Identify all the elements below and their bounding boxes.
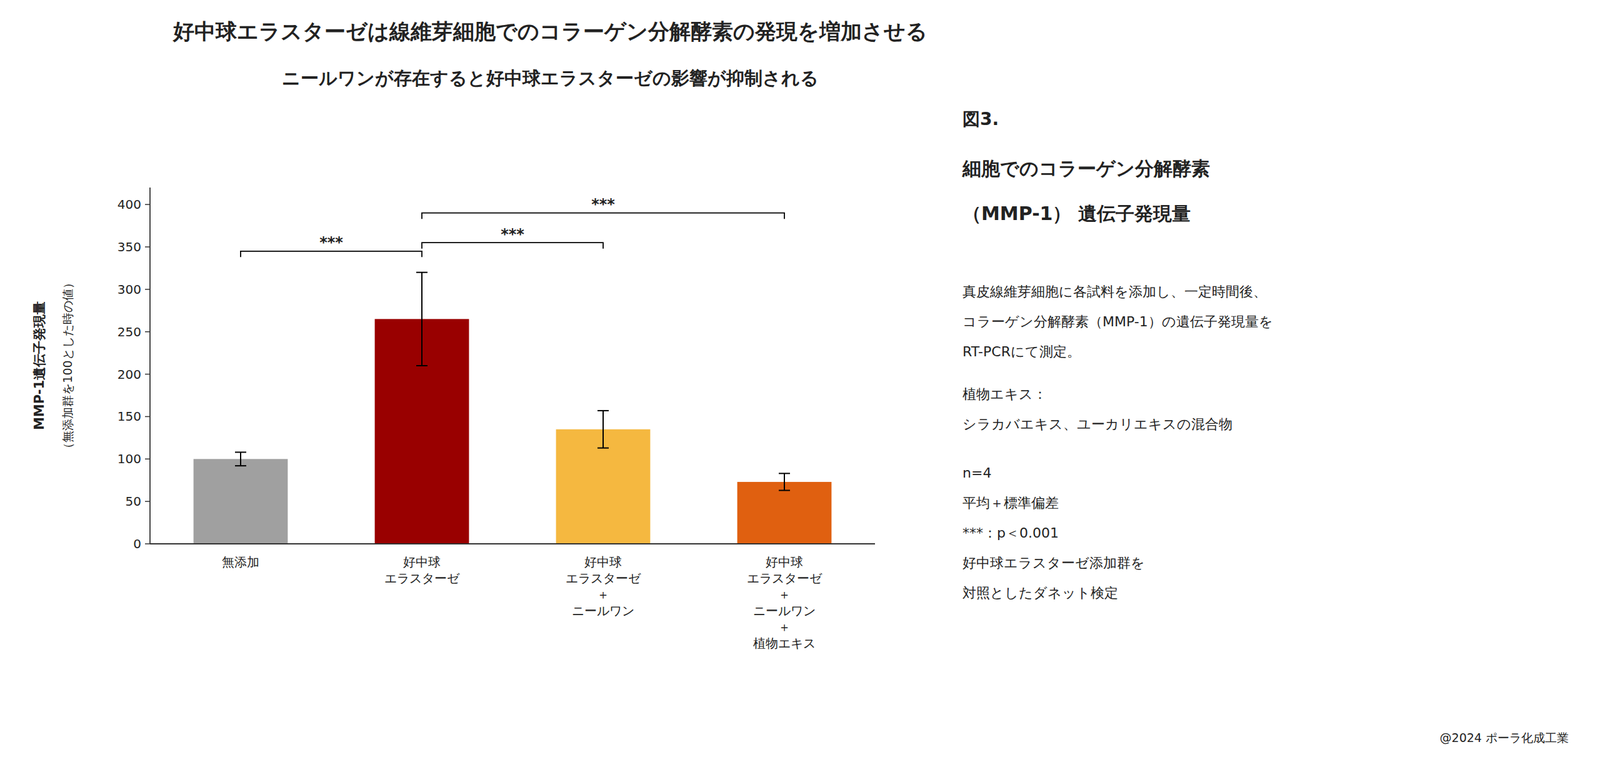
y-tick-label: 300 — [117, 281, 142, 297]
y-tick-label: 100 — [117, 451, 142, 467]
error-bar — [416, 272, 428, 366]
plant-label: 植物エキス： — [962, 386, 1047, 402]
error-bar — [235, 451, 247, 466]
stats-note: 対照としたダネット検定 — [962, 585, 1119, 601]
stats-note: 平均＋標準偏差 — [962, 495, 1059, 511]
y-tick — [145, 331, 150, 333]
significance-label: *** — [591, 195, 615, 214]
stats-note: 好中球エラスターゼ添加群を — [962, 555, 1145, 571]
figure-label: 図3. — [962, 108, 999, 130]
x-tick-label: 好中球エラスターゼ — [384, 554, 460, 586]
y-tick-label: 200 — [117, 366, 142, 382]
y-tick — [145, 288, 150, 290]
error-bar — [597, 410, 609, 449]
x-tick-label: 好中球エラスターゼ＋ニールワン — [565, 554, 642, 619]
significance-bracket — [240, 251, 422, 258]
stats-note: ***：p＜0.001 — [962, 525, 1059, 541]
x-axis-line — [150, 543, 875, 545]
y-tick-label: 150 — [117, 408, 142, 424]
y-tick-label: 0 — [133, 536, 142, 552]
figure-body: コラーゲン分解酵素（MMP-1）の遺伝子発現量を — [962, 313, 1274, 330]
significance-label: *** — [500, 225, 525, 244]
y-axis-label-note: （無添加群を100とした時の値） — [60, 276, 75, 454]
chart-root: 好中球エラスターゼは線維芽細胞でのコラーゲン分解酵素の発現を増加させるニールワン… — [0, 0, 1600, 767]
y-tick — [145, 458, 150, 460]
bar — [193, 458, 289, 544]
y-tick — [145, 416, 150, 418]
bar — [737, 481, 832, 544]
figure-description: （MMP-1） 遺伝子発現量 — [962, 202, 1191, 225]
error-bar — [778, 473, 790, 490]
y-tick-label: 400 — [117, 196, 142, 212]
x-tick-label: 好中球エラスターゼ＋ニールワン＋植物エキス — [746, 554, 823, 651]
y-tick — [145, 543, 150, 545]
significance-label: *** — [319, 233, 344, 252]
figure-body: RT-PCRにて測定。 — [962, 343, 1081, 360]
stats-note: n=4 — [962, 465, 992, 481]
copyright: @2024 ポーラ化成工業 — [1440, 730, 1569, 745]
y-tick — [145, 203, 150, 205]
title: 好中球エラスターゼは線維芽細胞でのコラーゲン分解酵素の発現を増加させる — [171, 18, 928, 44]
y-tick-label: 350 — [117, 239, 142, 255]
y-axis-label: MMP-1遺伝子発現量 — [31, 301, 47, 430]
x-tick-label: 無添加 — [221, 554, 260, 570]
y-tick-label: 50 — [125, 493, 142, 509]
y-tick — [145, 246, 150, 248]
significance-bracket — [421, 213, 785, 220]
significance-bracket — [421, 242, 604, 249]
y-tick — [145, 373, 150, 375]
y-tick — [145, 500, 150, 502]
bars — [193, 272, 832, 544]
y-axis-line — [149, 187, 151, 544]
subtitle: ニールワンが存在すると好中球エラスターゼの影響が抑制される — [281, 67, 819, 89]
figure-body: 真皮線維芽細胞に各試料を添加し、一定時間後、 — [962, 283, 1267, 300]
figure-description: 細胞でのコラーゲン分解酵素 — [961, 157, 1210, 180]
plant-label: シラカバエキス、ユーカリエキスの混合物 — [962, 416, 1233, 432]
y-tick-label: 250 — [117, 324, 142, 340]
